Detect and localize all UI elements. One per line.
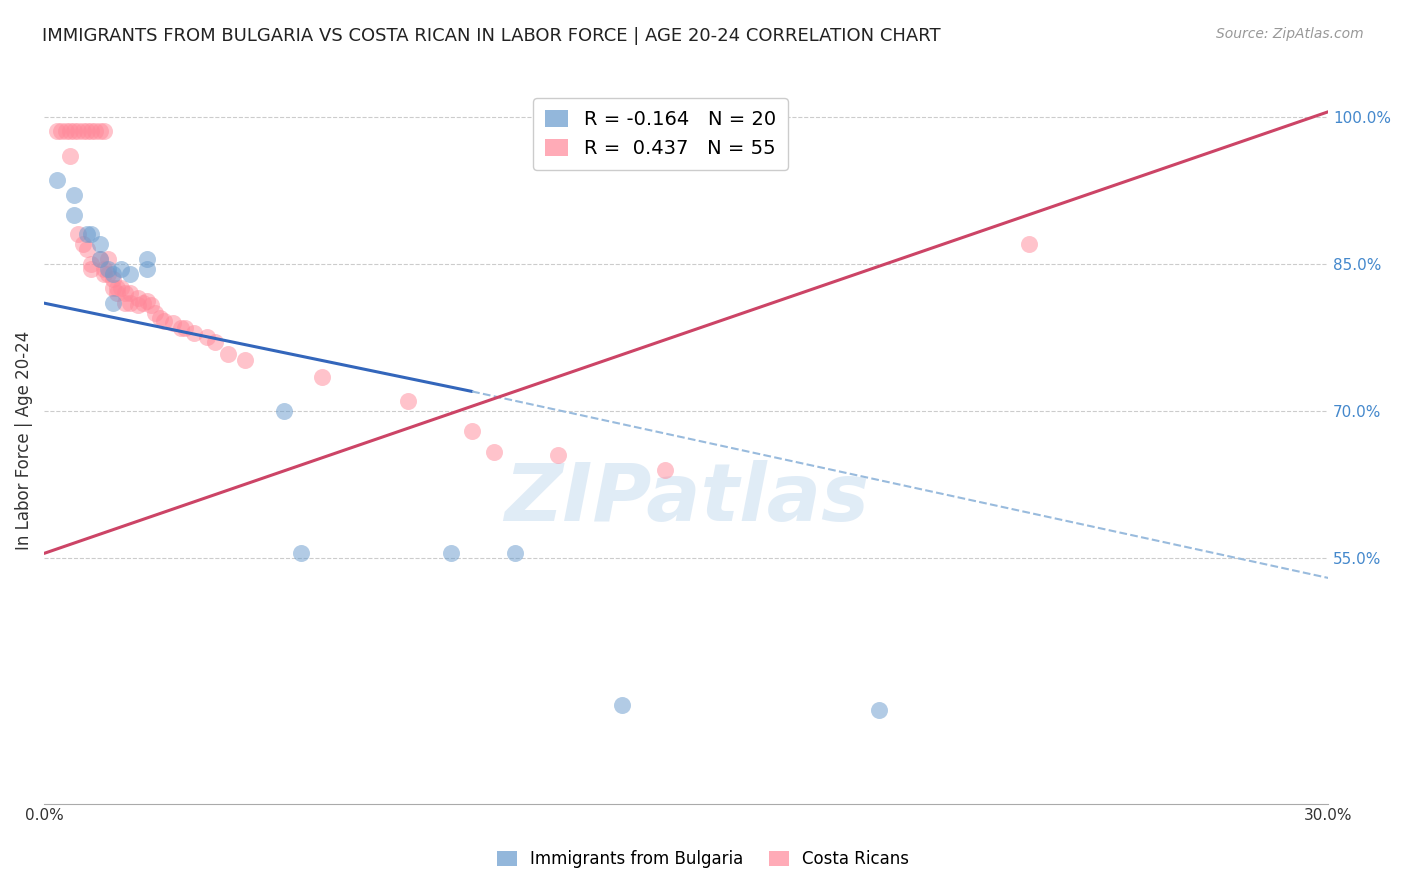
- Y-axis label: In Labor Force | Age 20-24: In Labor Force | Age 20-24: [15, 331, 32, 550]
- Point: [461, 424, 484, 438]
- Point: [51, 124, 73, 138]
- Point: [118, 267, 141, 281]
- Point: [97, 252, 120, 266]
- Point: [183, 326, 205, 340]
- Point: [72, 124, 94, 138]
- Point: [118, 286, 141, 301]
- Point: [290, 546, 312, 560]
- Point: [114, 296, 136, 310]
- Point: [273, 404, 295, 418]
- Point: [76, 124, 98, 138]
- Text: IMMIGRANTS FROM BULGARIA VS COSTA RICAN IN LABOR FORCE | AGE 20-24 CORRELATION C: IMMIGRANTS FROM BULGARIA VS COSTA RICAN …: [42, 27, 941, 45]
- Point: [101, 271, 124, 285]
- Point: [868, 703, 890, 717]
- Point: [76, 242, 98, 256]
- Point: [93, 124, 115, 138]
- Point: [139, 298, 162, 312]
- Point: [127, 291, 149, 305]
- Point: [195, 330, 218, 344]
- Point: [233, 353, 256, 368]
- Point: [67, 124, 90, 138]
- Point: [105, 286, 128, 301]
- Point: [105, 281, 128, 295]
- Point: [131, 296, 153, 310]
- Point: [503, 546, 526, 560]
- Point: [97, 267, 120, 281]
- Point: [654, 463, 676, 477]
- Point: [114, 286, 136, 301]
- Point: [162, 316, 184, 330]
- Point: [101, 281, 124, 295]
- Point: [80, 227, 103, 242]
- Point: [440, 546, 463, 560]
- Point: [80, 257, 103, 271]
- Point: [101, 267, 124, 281]
- Point: [135, 261, 157, 276]
- Point: [610, 698, 633, 713]
- Point: [149, 310, 172, 325]
- Point: [89, 252, 111, 266]
- Point: [1018, 237, 1040, 252]
- Point: [118, 296, 141, 310]
- Point: [135, 294, 157, 309]
- Text: Source: ZipAtlas.com: Source: ZipAtlas.com: [1216, 27, 1364, 41]
- Point: [93, 261, 115, 276]
- Point: [396, 394, 419, 409]
- Point: [204, 335, 226, 350]
- Point: [482, 445, 505, 459]
- Legend: Immigrants from Bulgaria, Costa Ricans: Immigrants from Bulgaria, Costa Ricans: [491, 844, 915, 875]
- Point: [217, 347, 239, 361]
- Point: [89, 124, 111, 138]
- Point: [63, 188, 86, 202]
- Point: [93, 267, 115, 281]
- Point: [84, 124, 107, 138]
- Point: [80, 261, 103, 276]
- Point: [76, 227, 98, 242]
- Point: [110, 261, 132, 276]
- Point: [46, 173, 69, 187]
- Point: [170, 320, 193, 334]
- Point: [101, 296, 124, 310]
- Point: [110, 281, 132, 295]
- Point: [46, 124, 69, 138]
- Point: [72, 237, 94, 252]
- Point: [63, 208, 86, 222]
- Point: [59, 124, 82, 138]
- Point: [97, 261, 120, 276]
- Point: [89, 237, 111, 252]
- Point: [63, 124, 86, 138]
- Point: [89, 252, 111, 266]
- Point: [127, 298, 149, 312]
- Point: [59, 149, 82, 163]
- Point: [135, 252, 157, 266]
- Point: [174, 320, 197, 334]
- Text: ZIPatlas: ZIPatlas: [503, 459, 869, 538]
- Point: [80, 124, 103, 138]
- Point: [55, 124, 77, 138]
- Point: [311, 369, 333, 384]
- Legend: R = -0.164   N = 20, R =  0.437   N = 55: R = -0.164 N = 20, R = 0.437 N = 55: [533, 98, 787, 169]
- Point: [153, 314, 176, 328]
- Point: [547, 448, 569, 462]
- Point: [145, 306, 167, 320]
- Point: [67, 227, 90, 242]
